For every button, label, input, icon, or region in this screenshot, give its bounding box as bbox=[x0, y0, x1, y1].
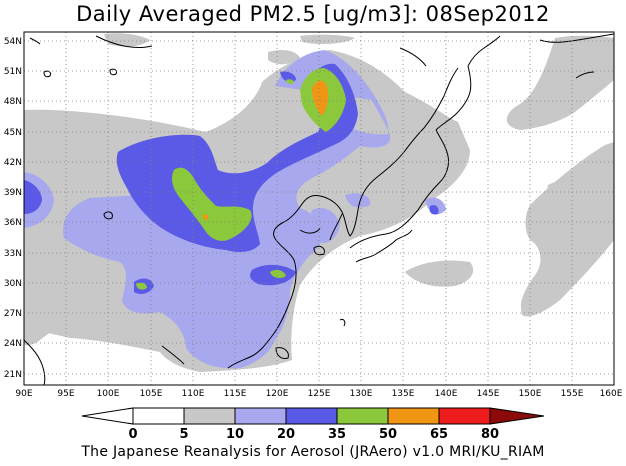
colorbar-bin-10-20 bbox=[234, 407, 287, 425]
lat-tick: 24N bbox=[4, 339, 22, 349]
layer-35-50 bbox=[136, 68, 346, 290]
lat-tick: 45N bbox=[4, 128, 22, 138]
colorbar-bin-65-80 bbox=[438, 407, 491, 425]
colorbar-label: 5 bbox=[179, 427, 188, 442]
colorbar-label: 35 bbox=[328, 427, 346, 442]
lon-tick: 160E bbox=[600, 389, 623, 399]
colorbar-arrow-low bbox=[81, 407, 134, 425]
gridlines bbox=[24, 32, 614, 385]
colorbar-bin-35-50 bbox=[336, 407, 389, 425]
lat-tick: 42N bbox=[4, 158, 22, 168]
lat-tick: 27N bbox=[4, 309, 22, 319]
map-frame bbox=[23, 31, 615, 386]
colorbar-arrow-high bbox=[489, 407, 545, 425]
lat-tick: 21N bbox=[4, 370, 22, 380]
lon-tick: 150E bbox=[519, 389, 542, 399]
colorbar-bin-50-65 bbox=[387, 407, 440, 425]
lon-tick: 115E bbox=[224, 389, 247, 399]
lon-tick: 145E bbox=[477, 389, 500, 399]
lon-tick: 135E bbox=[392, 389, 415, 399]
coastlines bbox=[24, 33, 614, 385]
lon-tick: 95E bbox=[57, 389, 74, 399]
lat-tick: 30N bbox=[4, 279, 22, 289]
lat-tick: 39N bbox=[4, 188, 22, 198]
lat-tick: 51N bbox=[4, 67, 22, 77]
lat-tick: 48N bbox=[4, 97, 22, 107]
lat-axis: 54N 51N 48N 45N 42N 39N 36N 33N 30N 27N … bbox=[4, 37, 22, 380]
lon-axis: 90E 95E 100E 105E 110E 115E 120E 125E 13… bbox=[15, 389, 622, 399]
colorbar-label: 10 bbox=[226, 427, 244, 442]
lat-tick: 36N bbox=[4, 218, 22, 228]
colorbar-label: 80 bbox=[481, 427, 499, 442]
colorbar-labels: 0 5 10 20 35 50 65 80 bbox=[128, 427, 499, 442]
footer-credit: The Japanese Reanalysis for Aerosol (JRA… bbox=[81, 444, 545, 460]
lon-tick: 90E bbox=[15, 389, 32, 399]
colorbar-label: 50 bbox=[379, 427, 397, 442]
colorbar-bin-0-5 bbox=[132, 407, 185, 425]
lat-tick: 54N bbox=[4, 37, 22, 47]
lon-tick: 155E bbox=[561, 389, 584, 399]
colorbar-label: 0 bbox=[128, 427, 137, 442]
layer-20-35 bbox=[24, 63, 439, 294]
colorbar-bin-20-35 bbox=[285, 407, 338, 425]
layer-50-65 bbox=[203, 80, 329, 220]
lon-tick: 140E bbox=[435, 389, 458, 399]
map-title: Daily Averaged PM2.5 [ug/m3]: 08Sep2012 bbox=[76, 2, 550, 26]
lon-tick: 120E bbox=[266, 389, 289, 399]
colorbar-label: 65 bbox=[430, 427, 448, 442]
colorbar-label: 20 bbox=[277, 427, 295, 442]
colorbar bbox=[81, 407, 545, 425]
lon-tick: 130E bbox=[350, 389, 373, 399]
lat-tick: 33N bbox=[4, 249, 22, 259]
lon-tick: 105E bbox=[140, 389, 163, 399]
lon-tick: 110E bbox=[182, 389, 205, 399]
colorbar-bin-5-10 bbox=[183, 407, 236, 425]
lon-tick: 100E bbox=[97, 389, 120, 399]
lon-tick: 125E bbox=[308, 389, 331, 399]
